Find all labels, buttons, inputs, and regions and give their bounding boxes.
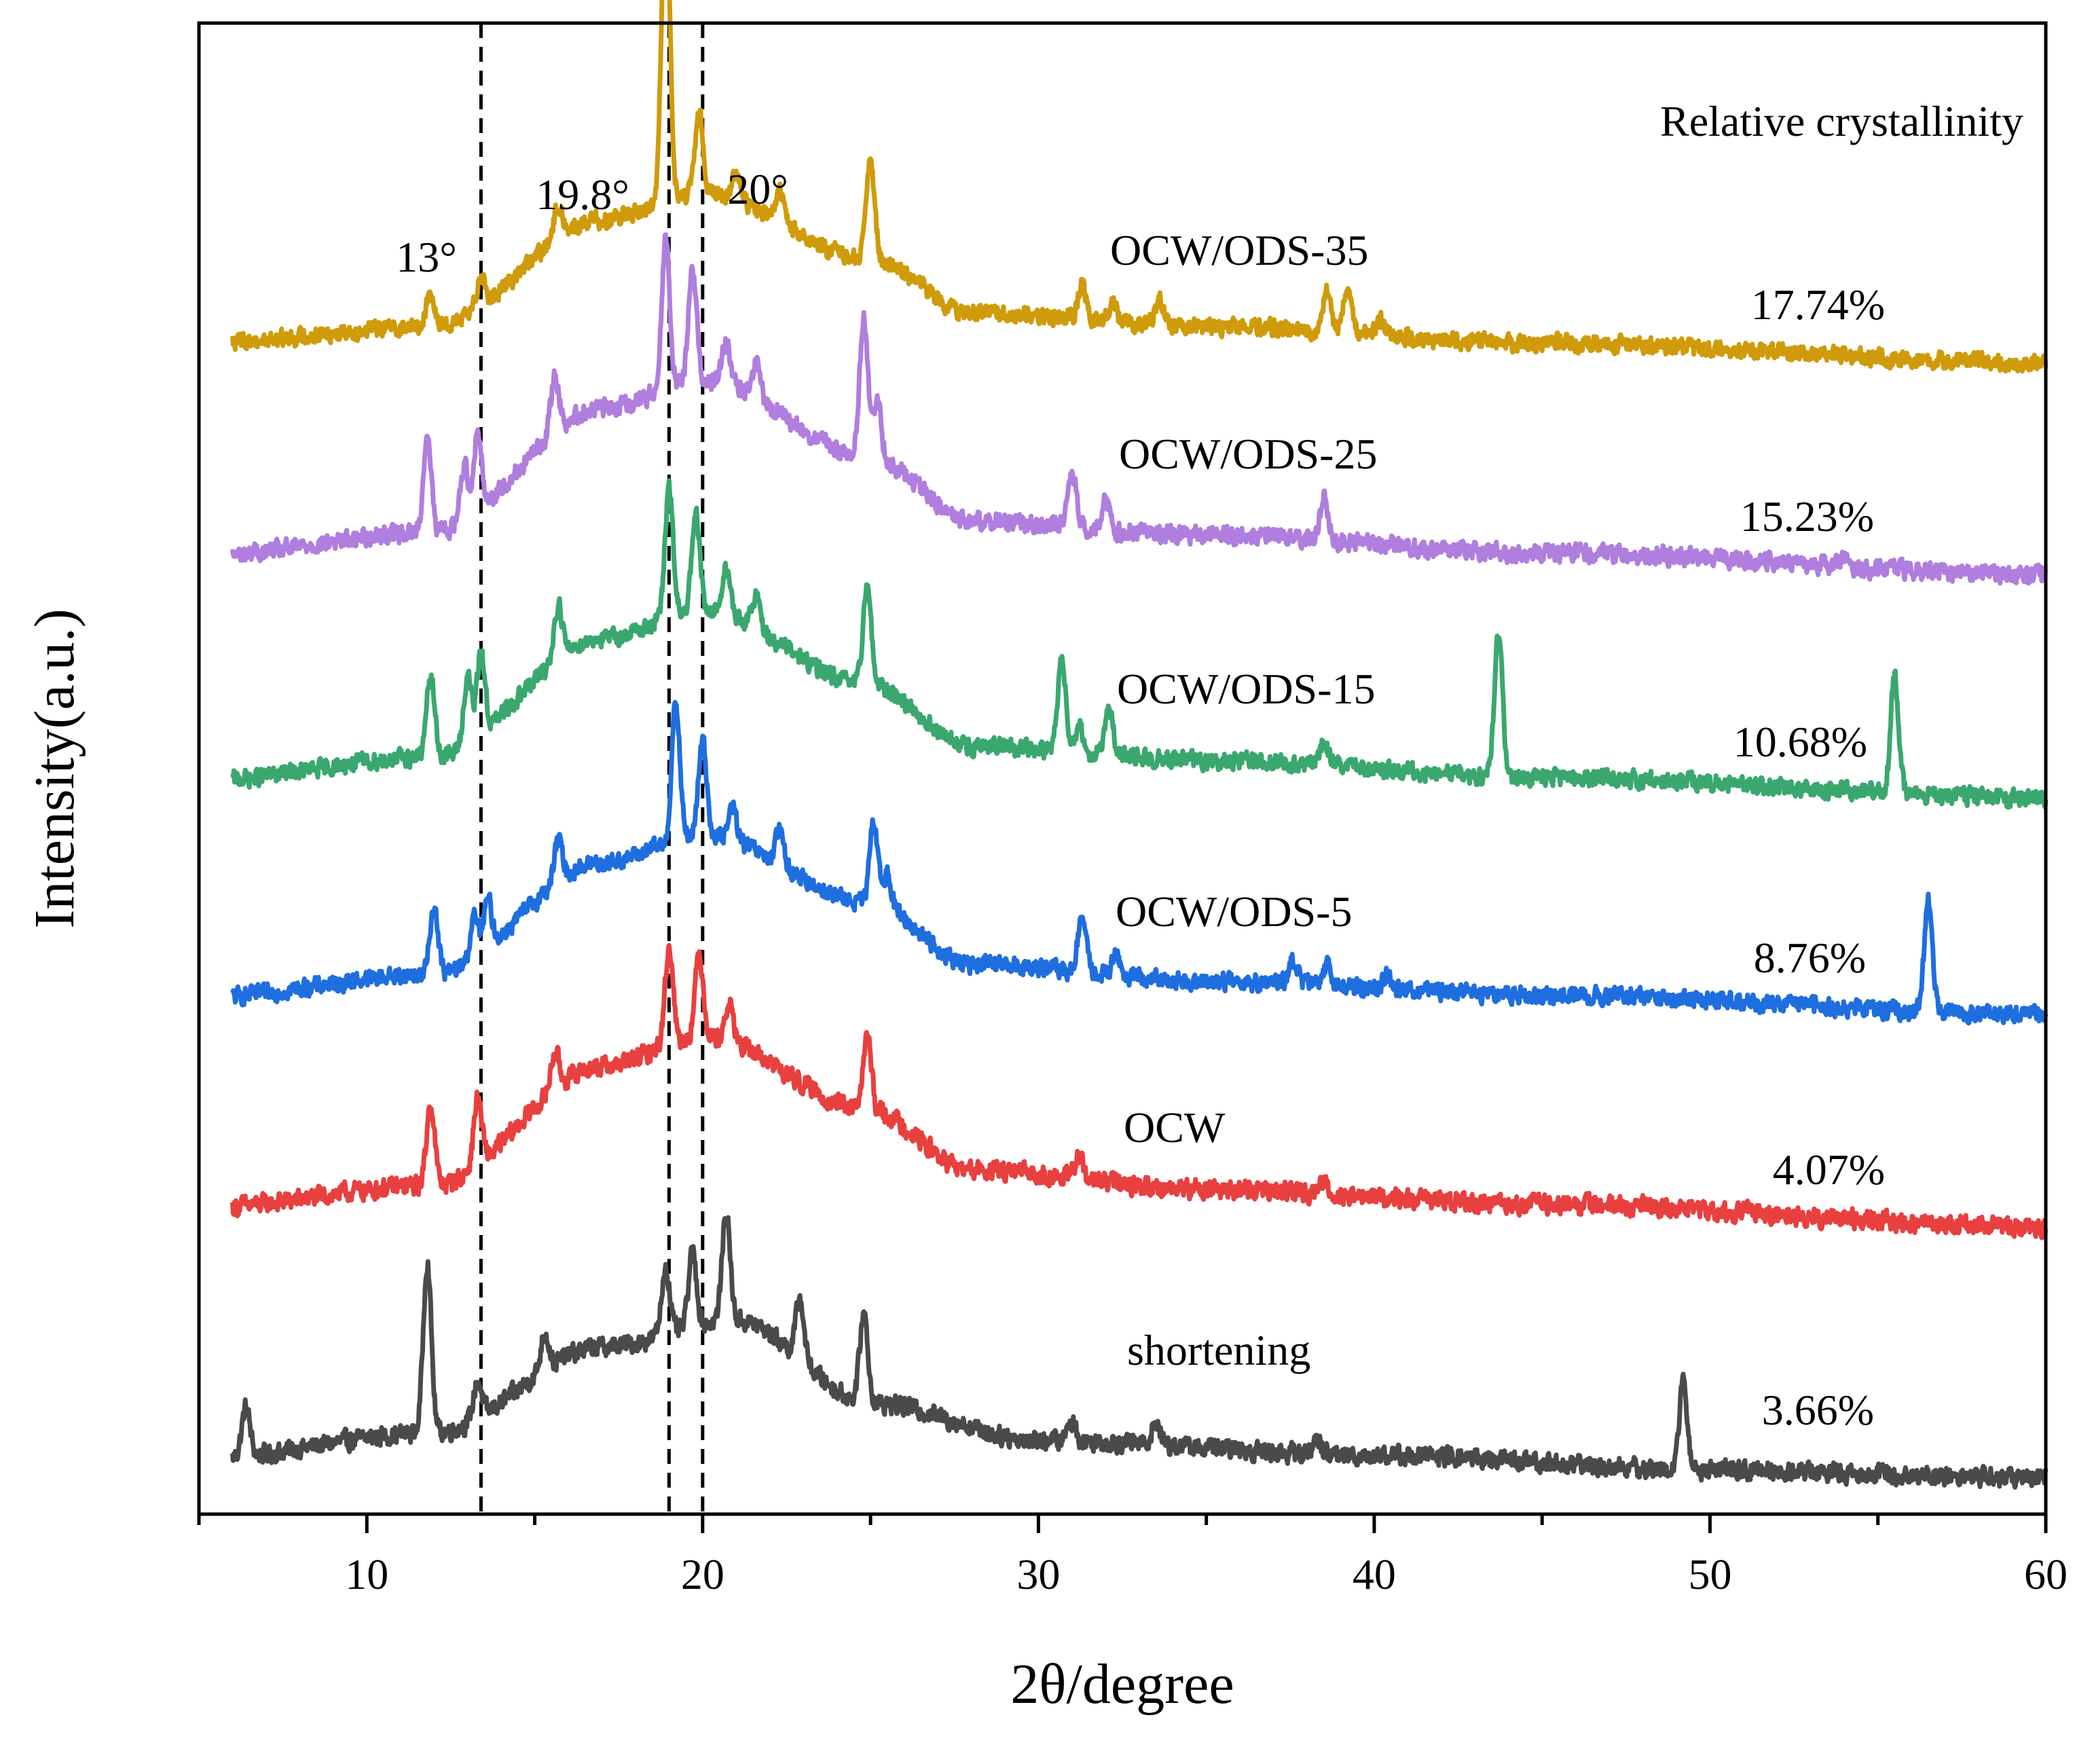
series-line-ocw-ods-35 <box>230 0 2049 374</box>
crystallinity-header: Relative crystallinity <box>1660 97 2023 145</box>
x-tick-label: 50 <box>1688 1550 1731 1598</box>
x-tick-label: 40 <box>1353 1550 1396 1598</box>
x-tick-label: 20 <box>681 1550 724 1598</box>
series-label-ocw-ods-35: OCW/ODS-35 <box>1110 226 1368 274</box>
crystallinity-ocw: 4.07% <box>1773 1145 1885 1194</box>
series-label-ocw-ods-15: OCW/ODS-15 <box>1117 665 1375 713</box>
series-lines <box>230 0 2049 1490</box>
x-axis: 10 20 30 40 50 60 <box>197 1514 2068 1598</box>
series-line-ocw-ods-15 <box>230 478 2049 810</box>
x-axis-title: 2θ/degree <box>1010 1653 1234 1716</box>
plot-frame <box>197 21 2048 1516</box>
series-line-ocw <box>230 942 2049 1241</box>
x-tick-label: 30 <box>1016 1550 1060 1598</box>
series-line-shortening <box>230 1215 2049 1490</box>
crystallinity-ocw-ods-35: 17.74% <box>1751 280 1885 329</box>
series-label-ocw-ods-25: OCW/ODS-25 <box>1119 430 1377 478</box>
crystallinity-shortening: 3.66% <box>1762 1386 1874 1434</box>
x-tick-label: 10 <box>345 1550 388 1598</box>
peak-label-19-8: 19.8° <box>536 170 629 219</box>
y-axis-title: Intensity(a.u.) <box>23 608 86 928</box>
crystallinity-ocw-ods-5: 8.76% <box>1754 934 1866 982</box>
series-label-ocw: OCW <box>1124 1103 1226 1152</box>
peak-label-20: 20° <box>727 165 788 213</box>
series-label-ocw-ods-5: OCW/ODS-5 <box>1116 887 1352 936</box>
crystallinity-ocw-ods-15: 10.68% <box>1733 718 1867 766</box>
x-tick-label: 60 <box>2024 1550 2068 1598</box>
crystallinity-ocw-ods-25: 15.23% <box>1740 492 1874 540</box>
series-label-shortening: shortening <box>1127 1326 1310 1374</box>
series-line-ocw-ods-25 <box>230 232 2049 586</box>
series-line-ocw-ods-5 <box>230 699 2049 1026</box>
peak-label-13: 13° <box>396 233 457 281</box>
